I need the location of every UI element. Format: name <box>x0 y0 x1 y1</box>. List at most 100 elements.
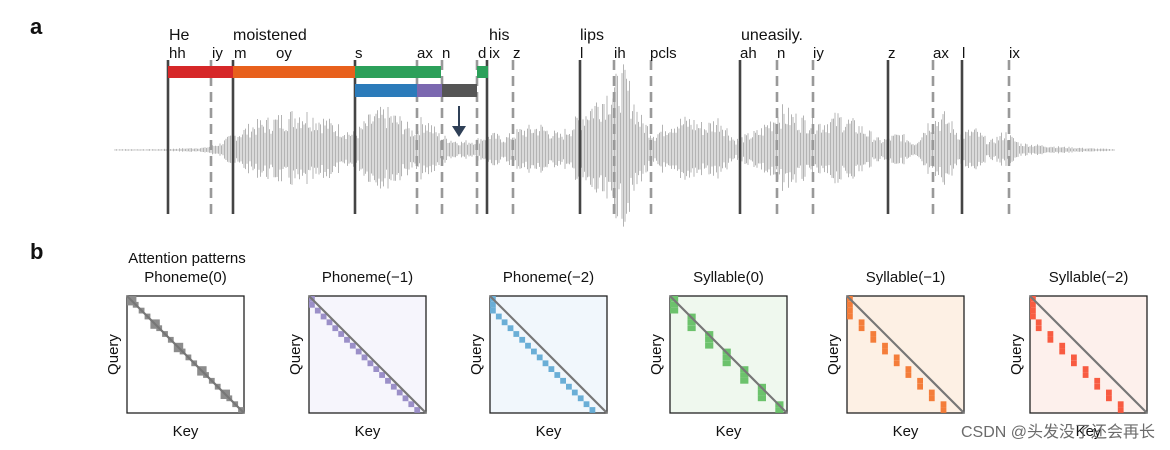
diagonal-line <box>489 295 608 414</box>
attention-cell <box>757 389 766 396</box>
heatmap-title: Phoneme(−1) <box>322 269 413 286</box>
diagonal-line <box>846 295 965 414</box>
attention-cell <box>858 319 865 326</box>
attention-cell <box>566 383 572 390</box>
attention-cell <box>1059 348 1066 355</box>
attention-cell <box>705 336 714 343</box>
heatmap-title: Phoneme(−2) <box>503 269 594 286</box>
key-axis-label: Key <box>716 423 742 440</box>
attention-cell <box>554 372 561 378</box>
arrow-head <box>452 126 466 137</box>
attention-cell <box>705 342 714 349</box>
attention-cell <box>402 395 409 402</box>
phoneme-label: d <box>478 45 486 62</box>
span-bar <box>355 84 417 97</box>
attention-cell <box>349 342 356 349</box>
span-bar <box>477 66 488 78</box>
attention-cell <box>1030 301 1036 308</box>
diagonal-line <box>1029 295 1148 414</box>
watermark: CSDN @头发没了还会再长 <box>961 423 1155 441</box>
query-axis-label: Query <box>648 334 665 375</box>
attention-cell <box>332 325 339 332</box>
attention-cell <box>893 354 900 361</box>
attention-cell <box>847 307 853 314</box>
phoneme-label: ax <box>933 45 949 62</box>
attention-cell <box>687 319 696 326</box>
attention-cell <box>905 372 912 378</box>
attention-patterns-panel: Phoneme(0) Key Query Phoneme(−1) Key Query Pho… <box>105 269 1148 440</box>
attention-cell <box>501 319 508 326</box>
attention-cell <box>917 383 923 390</box>
attention-cell <box>577 395 584 402</box>
attention-heatmap: Syllable(0) Key Query <box>648 269 788 440</box>
phoneme-label: oy <box>276 45 292 62</box>
span-bar <box>355 66 441 78</box>
attention-cell <box>1071 360 1077 367</box>
phoneme-label: m <box>234 45 247 62</box>
phoneme-label: hh <box>169 45 186 62</box>
attention-cell <box>408 401 415 408</box>
attention-cell <box>847 313 853 320</box>
attention-cell <box>1106 395 1112 402</box>
phoneme-label: iy <box>813 45 824 62</box>
attention-cell <box>320 313 327 320</box>
attention-heatmap: Syllable(−2) Key Query <box>1008 269 1148 440</box>
attention-cell <box>531 348 537 355</box>
phoneme-label: ix <box>489 45 500 62</box>
attention-cell <box>361 354 368 361</box>
span-bar <box>233 66 355 78</box>
phoneme-label: n <box>777 45 785 62</box>
attention-cell <box>495 313 502 320</box>
attention-cell <box>379 372 385 378</box>
attention-cell <box>1117 407 1124 413</box>
attention-cell <box>373 366 380 372</box>
word-label: lips <box>580 27 604 44</box>
attention-cell <box>1030 307 1036 314</box>
attention-cell <box>1094 383 1101 390</box>
attention-cell <box>1035 325 1042 332</box>
attention-cell <box>338 331 345 337</box>
attention-cell <box>396 389 403 396</box>
attention-cell <box>548 366 555 372</box>
attention-cell <box>1117 401 1124 408</box>
span-bar <box>417 84 442 97</box>
attention-cell <box>414 407 421 413</box>
heatmap-title: Syllable(−2) <box>1049 269 1129 286</box>
query-axis-label: Query <box>1008 334 1025 375</box>
phoneme-label: z <box>513 45 521 62</box>
attention-cell <box>490 301 496 308</box>
attention-cell <box>858 325 865 332</box>
phoneme-label: z <box>888 45 896 62</box>
speech-waveform <box>114 64 1115 227</box>
attention-cell <box>560 377 566 384</box>
attention-cell <box>757 395 766 402</box>
word-label: uneasily. <box>741 27 803 44</box>
attention-cell <box>870 336 877 343</box>
attention-cell <box>882 342 888 349</box>
attention-cell <box>583 401 590 408</box>
word-label: moistened <box>233 27 307 44</box>
heatmap-title: Phoneme(0) <box>144 269 227 286</box>
attention-cell <box>670 307 679 314</box>
query-axis-label: Query <box>105 334 122 375</box>
attention-cell <box>1071 354 1077 361</box>
attention-cell <box>1106 389 1112 396</box>
phoneme-label: n <box>442 45 450 62</box>
attention-cell <box>525 342 531 349</box>
attention-cell <box>542 360 549 367</box>
attention-cell <box>355 348 362 355</box>
attention-cell <box>1082 366 1089 372</box>
attention-cell <box>847 301 853 308</box>
attention-cell <box>940 407 947 413</box>
attention-cell <box>740 372 749 378</box>
attention-cell <box>344 336 350 343</box>
attention-cell <box>1047 331 1054 337</box>
attention-cell <box>722 354 731 361</box>
diagonal-line <box>308 295 427 414</box>
attention-cell <box>893 360 900 367</box>
attention-cell <box>870 331 877 337</box>
key-axis-label: Key <box>893 423 919 440</box>
attention-cell <box>928 395 935 402</box>
key-axis-label: Key <box>173 423 199 440</box>
